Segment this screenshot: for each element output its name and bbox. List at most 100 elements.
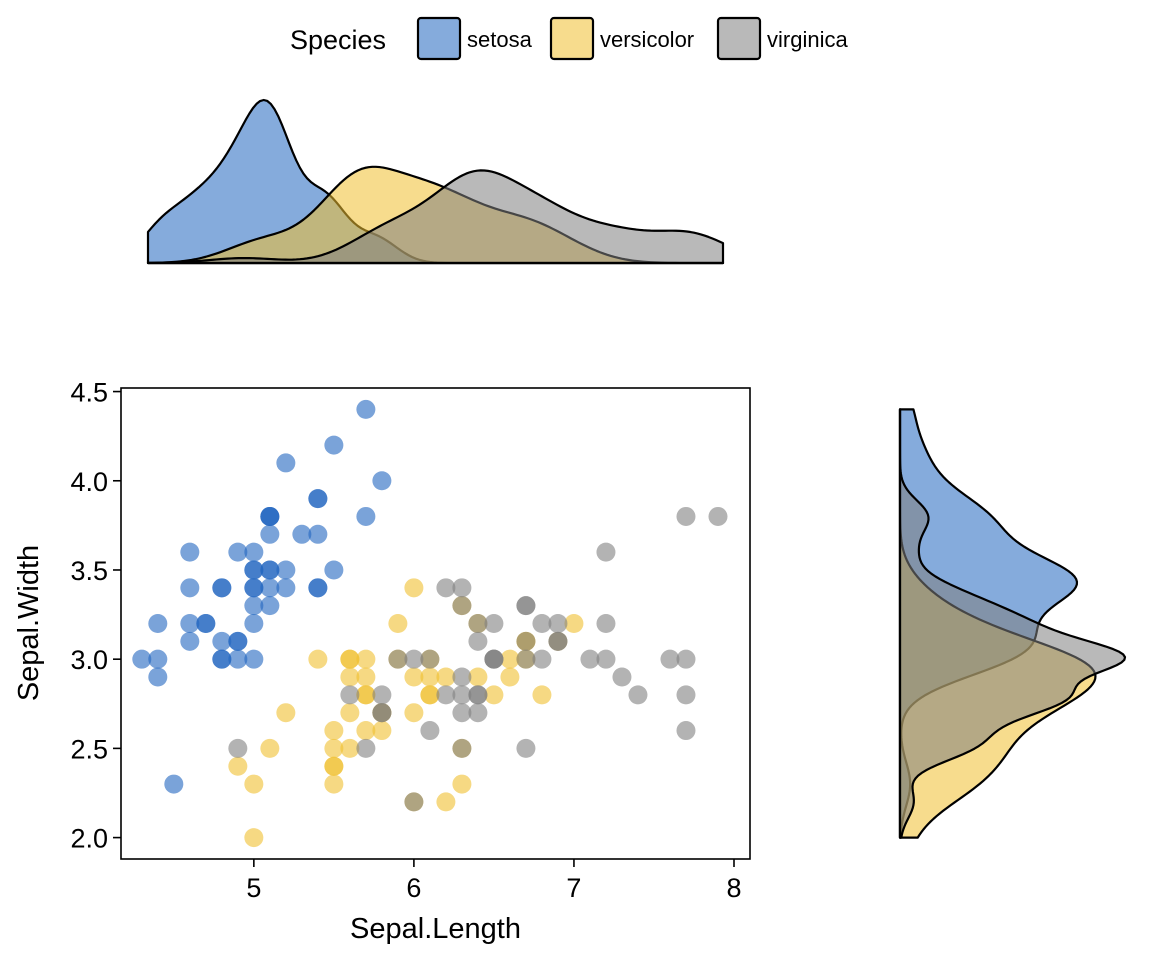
point-virginica-31: [708, 506, 728, 526]
point-versicolor-7: [228, 756, 248, 776]
point-versicolor-37: [452, 774, 472, 794]
point-virginica-11: [468, 703, 488, 723]
point-versicolor-40: [324, 721, 344, 741]
x-axis-label: Sepal.Length: [350, 913, 521, 945]
point-setosa-45: [212, 649, 232, 669]
panel-border: [120, 387, 751, 860]
x-tick-label-7: 7: [566, 873, 581, 903]
point-virginica-36: [452, 578, 472, 598]
point-versicolor-42: [372, 721, 392, 741]
y-tick-label-2.5: 2.5: [70, 734, 108, 764]
point-versicolor-47: [436, 667, 456, 687]
point-setosa-14: [372, 471, 392, 491]
legend-item-setosa: setosa: [416, 16, 533, 61]
point-setosa-47: [180, 614, 200, 633]
legend-swatch-virginica: [716, 16, 762, 61]
legend-label-virginica: virginica: [767, 27, 848, 52]
point-virginica-12: [532, 649, 552, 669]
x-tick-label-6: 6: [406, 873, 421, 903]
point-virginica-45: [516, 649, 536, 669]
point-setosa-24: [212, 578, 232, 598]
point-setosa-17: [260, 560, 280, 580]
point-versicolor-48: [260, 738, 280, 758]
point-setosa-18: [356, 506, 376, 526]
y-tick-label-3.0: 3.0: [70, 645, 108, 675]
point-versicolor-43: [244, 774, 264, 794]
top-density-virginica: [146, 169, 725, 265]
point-virginica-10: [484, 614, 504, 633]
point-virginica-3: [452, 667, 472, 687]
point-versicolor-18: [436, 792, 456, 812]
point-versicolor-13: [420, 667, 440, 687]
point-versicolor-44: [340, 703, 360, 723]
point-setosa-35: [244, 614, 264, 633]
point-setosa-4: [244, 542, 264, 562]
point-virginica-40: [516, 631, 536, 651]
point-virginica-20: [548, 614, 568, 633]
legend-item-virginica: virginica: [716, 16, 848, 61]
point-versicolor-45: [356, 649, 376, 669]
point-virginica-18: [676, 721, 696, 741]
point-versicolor-31: [324, 756, 344, 776]
y-tick-label-4.0: 4.0: [70, 467, 108, 497]
point-virginica-38: [404, 649, 424, 669]
point-virginica-37: [468, 631, 488, 651]
point-virginica-7: [612, 667, 632, 687]
point-setosa-38: [148, 649, 168, 669]
point-setosa-8: [148, 667, 168, 687]
point-versicolor-4: [484, 685, 504, 705]
point-setosa-46: [260, 506, 280, 526]
legend-label-versicolor: versicolor: [600, 27, 694, 52]
legend: Species setosa versicolor virginica: [290, 16, 848, 61]
point-setosa-41: [164, 774, 184, 794]
point-virginica-48: [436, 578, 456, 598]
point-virginica-43: [532, 614, 552, 633]
point-setosa-32: [276, 453, 296, 473]
point-versicolor-14: [340, 667, 360, 687]
point-setosa-48: [292, 524, 312, 544]
y-tick-label-2.0: 2.0: [70, 824, 108, 854]
point-virginica-8: [516, 738, 536, 758]
x-axis: 5 6 7 8: [246, 859, 742, 903]
point-virginica-33: [452, 685, 472, 705]
scatter-panel: 5 6 7 8 2.0 2.5 3.0 3.5 4.0 4.5 Sepal.Length Sep…: [13, 378, 751, 945]
point-setosa-30: [212, 631, 232, 651]
point-setosa-1: [228, 649, 248, 669]
point-virginica-19: [404, 792, 424, 812]
right-density-plot: [898, 408, 1127, 839]
point-virginica-6: [228, 738, 248, 758]
legend-title: Species: [290, 25, 386, 55]
point-virginica-46: [452, 738, 472, 758]
point-virginica-2: [580, 649, 600, 669]
point-virginica-35: [676, 649, 696, 669]
point-versicolor-29: [356, 721, 376, 741]
point-setosa-23: [260, 596, 280, 616]
point-versicolor-34: [308, 649, 328, 669]
point-versicolor-3: [324, 774, 344, 794]
point-versicolor-38: [340, 649, 360, 669]
point-virginica-13: [356, 738, 376, 758]
y-axis: 2.0 2.5 3.0 3.5 4.0 4.5: [70, 378, 121, 854]
point-virginica-47: [484, 649, 504, 669]
point-setosa-39: [260, 578, 280, 598]
point-virginica-23: [452, 703, 472, 723]
point-versicolor-9: [276, 703, 296, 723]
point-virginica-25: [596, 614, 616, 633]
point-versicolor-23: [420, 685, 440, 705]
point-virginica-42: [372, 703, 392, 723]
point-setosa-13: [132, 649, 152, 669]
point-virginica-15: [468, 614, 488, 633]
point-versicolor-19: [340, 738, 360, 758]
legend-swatch-setosa: [416, 16, 462, 61]
point-virginica-27: [420, 649, 440, 669]
point-virginica-41: [548, 631, 568, 651]
point-setosa-16: [308, 489, 328, 509]
right-density-virginica: [898, 408, 1127, 839]
point-virginica-17: [676, 506, 696, 526]
point-versicolor-8: [500, 667, 520, 687]
point-versicolor-0: [564, 614, 584, 633]
point-virginica-21: [340, 685, 360, 705]
point-virginica-29: [596, 649, 616, 669]
point-setosa-28: [276, 578, 296, 598]
point-setosa-33: [324, 435, 344, 455]
